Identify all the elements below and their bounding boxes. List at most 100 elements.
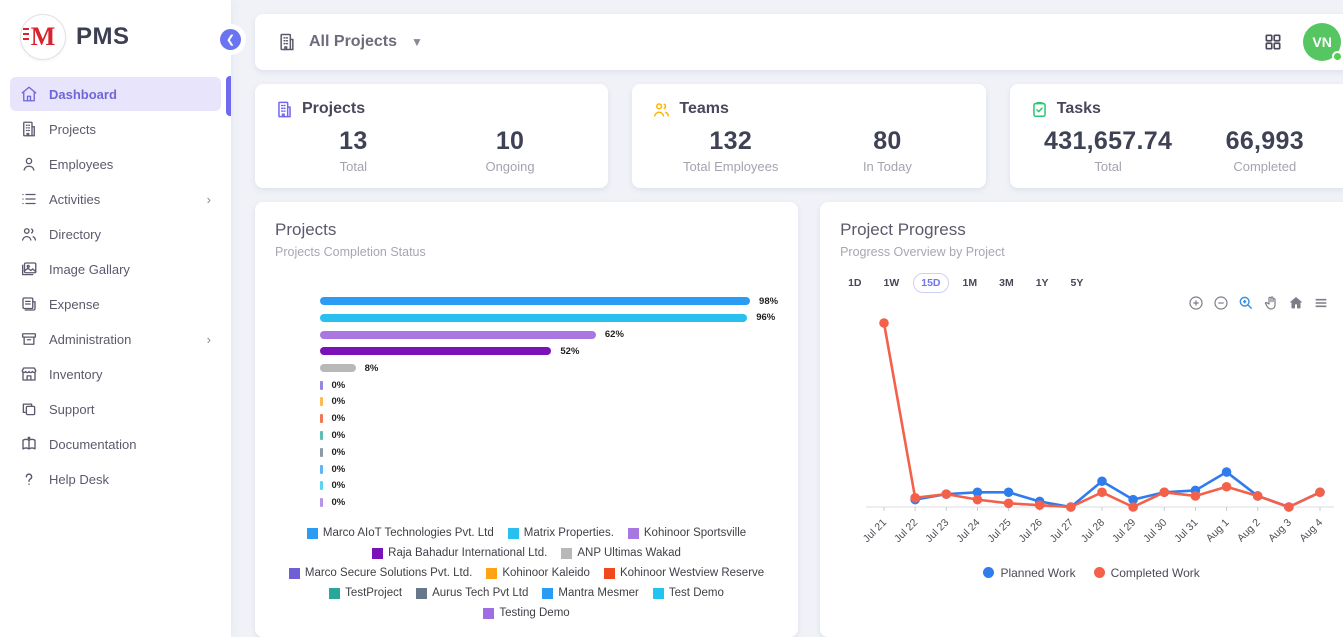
legend-swatch: [507, 527, 519, 539]
stat-label: Total: [1094, 158, 1122, 174]
x-tick-label: Aug 3: [1266, 516, 1294, 544]
chevron-down-icon[interactable]: ▼: [411, 34, 423, 49]
range-button-1y[interactable]: 1Y: [1028, 273, 1057, 293]
bar-chart-legend: Marco AIoT Technologies Pvt. Ltd Matrix P…: [288, 527, 766, 619]
sidebar-item-label: Employees: [49, 156, 114, 172]
sidebar-item-label: Activities: [49, 191, 101, 207]
sidebar-item-support[interactable]: Support: [10, 392, 221, 426]
range-button-1w[interactable]: 1W: [876, 273, 908, 293]
legend-item[interactable]: Raja Bahadur International Ltd.: [372, 547, 547, 559]
box-zoom-icon[interactable]: [1238, 295, 1254, 311]
sidebar-item-dashboard[interactable]: Dashboard: [10, 77, 221, 111]
bar: [320, 481, 323, 491]
sidebar-item-inventory[interactable]: Inventory: [10, 357, 221, 391]
sidebar-item-label: Administration: [49, 331, 132, 347]
sidebar-item-administration[interactable]: Administration ›: [10, 322, 221, 356]
sidebar-item-label: Dashboard: [49, 86, 117, 102]
stat-label: Ongoing: [485, 158, 535, 174]
bar-row: 98%: [275, 293, 778, 310]
x-tick-label: Jul 22: [892, 516, 920, 544]
bar-row: 0%: [275, 494, 778, 511]
sidebar-item-documentation[interactable]: Documentation: [10, 427, 221, 461]
zoom-in-icon[interactable]: [1188, 295, 1204, 311]
stat-label: Completed: [1233, 158, 1297, 174]
stat-card-teams: Teams 132 Total Employees 80 In Today: [632, 83, 986, 188]
bar-value-label: 62%: [604, 329, 624, 341]
legend-item[interactable]: Aurus Tech Pvt Ltd: [416, 587, 528, 599]
zoom-out-icon[interactable]: [1213, 295, 1229, 311]
x-tick-label: Jul 31: [1172, 516, 1200, 544]
range-button-3m[interactable]: 3M: [991, 273, 1022, 293]
legend-item[interactable]: TestProject: [329, 587, 402, 599]
range-selector: 1D 1W 15D 1M 3M 1Y 5Y: [840, 272, 1343, 293]
legend-swatch: [652, 587, 664, 599]
legend-dot: [983, 567, 995, 579]
topbar: All Projects ▼ VN: [255, 14, 1343, 70]
bar-value-label: 0%: [331, 413, 346, 425]
stat-value: 132: [709, 126, 753, 155]
range-button-15d[interactable]: 15D: [913, 272, 949, 293]
bar-value-label: 0%: [331, 429, 346, 441]
sidebar-item-image-gallary[interactable]: Image Gallary: [10, 252, 221, 286]
legend-item[interactable]: Planned Work: [983, 566, 1076, 580]
sidebar-item-activities[interactable]: Activities ›: [10, 182, 221, 216]
project-filter-dropdown[interactable]: All Projects: [309, 32, 398, 50]
x-tick-label: Jul 23: [923, 516, 951, 544]
bar: [320, 430, 323, 440]
menu-icon[interactable]: [1313, 295, 1329, 311]
stat-label: Total Employees: [683, 158, 779, 174]
legend-item[interactable]: Marco Secure Solutions Pvt. Ltd.: [288, 567, 472, 579]
sidebar-item-expense[interactable]: Expense: [10, 287, 221, 321]
bar: [320, 364, 356, 373]
sidebar-item-label: Projects: [49, 121, 96, 137]
sidebar-menu: Dashboard Projects Employees Activities …: [0, 70, 231, 503]
sidebar: M PMS ❮ Dashboard Projects Employees Act…: [0, 0, 241, 637]
data-point: [1315, 487, 1325, 497]
bar-value-label: 8%: [364, 362, 379, 374]
legend-item[interactable]: Test Demo: [652, 587, 724, 599]
sidebar-item-employees[interactable]: Employees: [10, 147, 221, 181]
legend-item[interactable]: Marco AIoT Technologies Pvt. Ltd: [306, 527, 494, 539]
apps-grid-icon[interactable]: [1263, 32, 1283, 52]
legend-item[interactable]: Completed Work: [1093, 566, 1200, 580]
legend-item[interactable]: Mantra Mesmer: [542, 587, 639, 599]
legend-item[interactable]: Testing Demo: [483, 607, 570, 619]
stat-label: Total: [339, 158, 368, 174]
data-point: [879, 317, 889, 328]
active-item-indicator: [226, 76, 231, 116]
sidebar-item-label: Documentation: [49, 436, 137, 452]
bar: [320, 397, 323, 407]
legend-swatch: [306, 527, 318, 539]
projects-completion-card: Projects Projects Completion Status 98% 9…: [255, 201, 799, 637]
app-logo[interactable]: M PMS: [0, 0, 231, 70]
home-icon[interactable]: [1288, 295, 1304, 311]
bar-value-label: 52%: [560, 345, 580, 357]
chart-title: Projects: [275, 219, 337, 239]
legend-swatch: [603, 567, 615, 579]
legend-item[interactable]: Kohinoor Kaleido: [486, 567, 590, 579]
range-button-1d[interactable]: 1D: [840, 273, 869, 293]
copy-icon: [22, 403, 36, 416]
legend-item[interactable]: ANP Ultimas Wakad: [561, 547, 681, 559]
sidebar-item-label: Support: [49, 401, 95, 417]
image-icon: [21, 262, 37, 276]
range-button-1m[interactable]: 1M: [955, 273, 986, 293]
sidebar-item-help-desk[interactable]: Help Desk: [10, 462, 221, 496]
bar-row: 0%: [275, 461, 778, 478]
legend-swatch: [486, 567, 498, 579]
sidebar-item-directory[interactable]: Directory: [10, 217, 221, 251]
charts-row: Projects Projects Completion Status 98% 9…: [255, 201, 1343, 637]
data-point: [1159, 487, 1170, 497]
legend-item[interactable]: Kohinoor Sportsville: [627, 527, 746, 539]
sidebar-collapse-button[interactable]: ❮: [220, 29, 241, 50]
bar: [320, 330, 596, 339]
range-button-5y[interactable]: 5Y: [1063, 273, 1092, 293]
bar-value-label: 0%: [331, 446, 346, 458]
x-tick-label: Jul 25: [985, 516, 1013, 544]
user-avatar[interactable]: VN: [1303, 22, 1343, 62]
legend-item[interactable]: Matrix Properties.: [507, 527, 614, 539]
line-chart-legend: Planned Work Completed Work: [840, 566, 1343, 580]
legend-item[interactable]: Kohinoor Westview Reserve: [603, 567, 764, 579]
sidebar-item-projects[interactable]: Projects: [10, 112, 221, 146]
pan-icon[interactable]: [1263, 295, 1279, 311]
